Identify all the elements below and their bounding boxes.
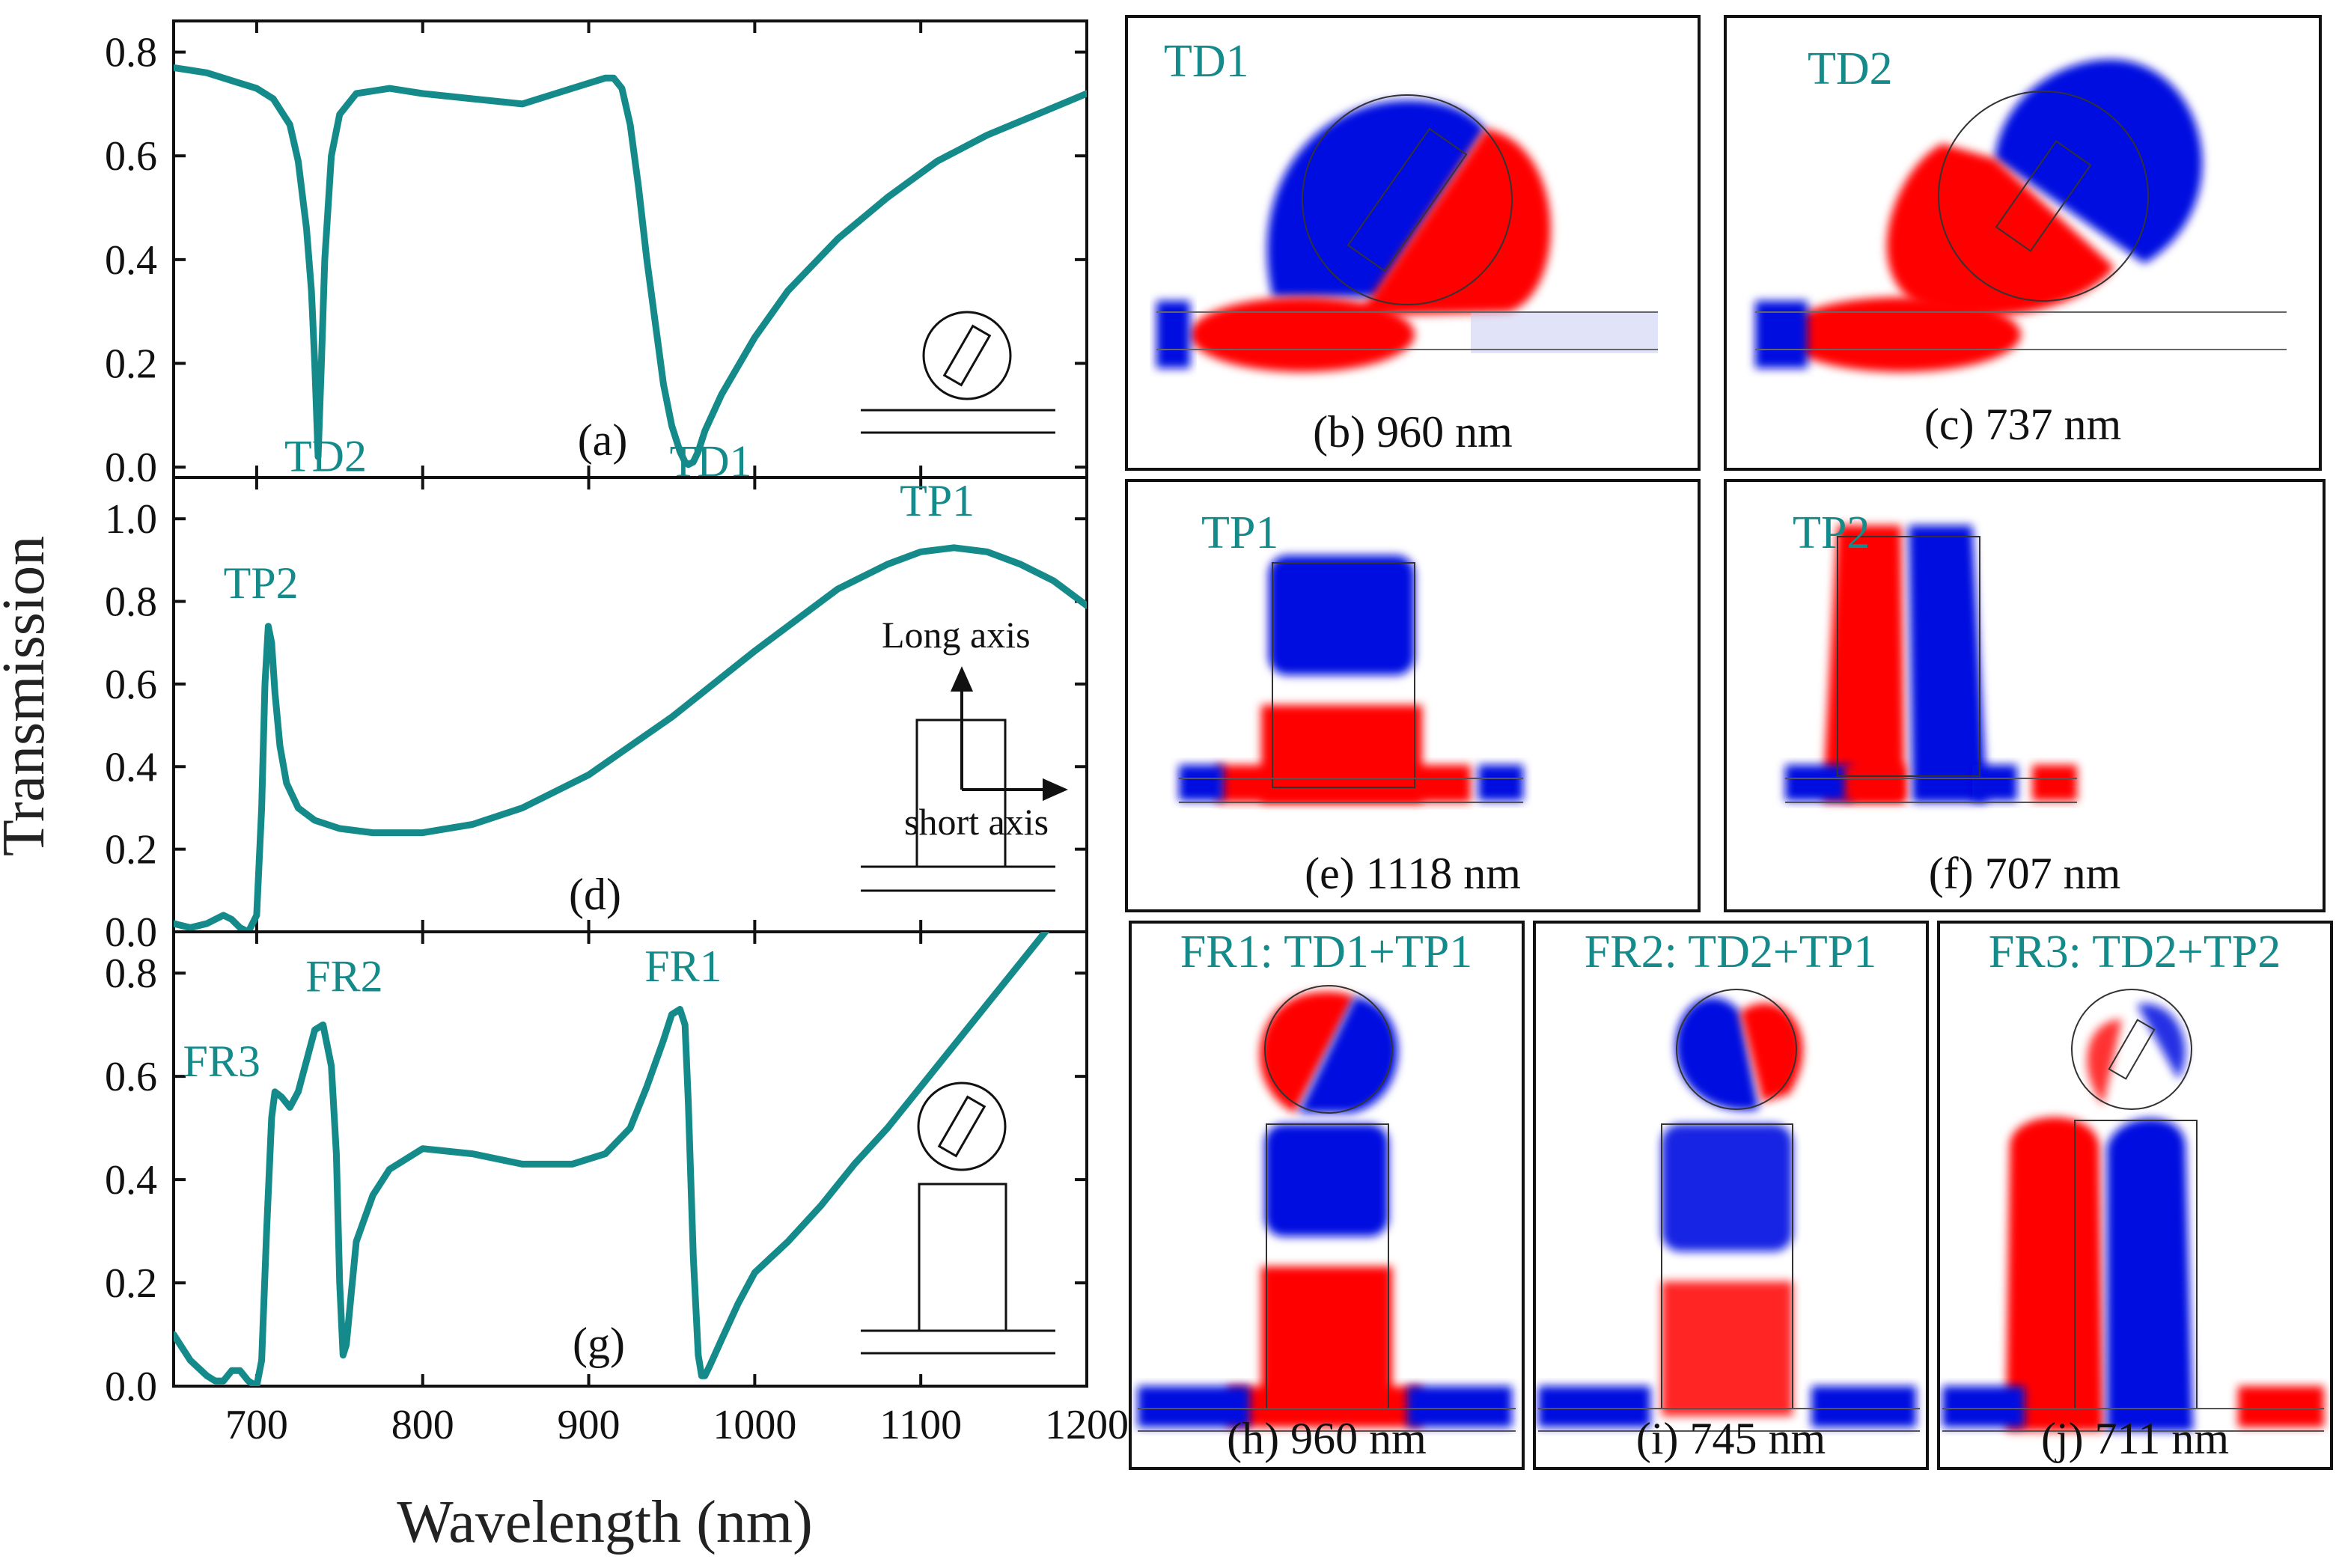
peak-label-fr3: FR3 — [183, 1037, 260, 1086]
y-tick-label: 0.2 — [105, 341, 157, 388]
inset-a-structure — [861, 311, 1055, 434]
y-tick-label: 0.6 — [105, 133, 157, 180]
x-tick-label: 800 — [391, 1402, 454, 1448]
field-map-b: TD1 (b) 960 nm — [1125, 15, 1701, 471]
x-tick-label: 1100 — [879, 1402, 962, 1448]
field-map-i: FR2: TD2+TP1 (i) 745 nm — [1533, 921, 1929, 1470]
field-map-h: FR1: TD1+TP1 (h) 960 nm — [1129, 921, 1525, 1470]
y-tick-label: 0.8 — [105, 579, 157, 626]
field-distribution-f — [1785, 525, 2077, 803]
inset-d-axes — [950, 666, 1068, 802]
field-map-title-c: TD2 — [1808, 43, 1893, 94]
y-tick-label: 0.8 — [105, 951, 157, 997]
x-tick-label: 1200 — [1045, 1402, 1129, 1448]
panel-label-g: (g) — [573, 1319, 625, 1368]
y-tick-label: 0.8 — [105, 30, 157, 76]
y-tick-label: 0.2 — [105, 1260, 157, 1307]
y-tick-label: 0.2 — [105, 827, 157, 873]
field-map-frame — [1125, 479, 1701, 912]
series-line-g — [174, 932, 1050, 1386]
field-map-caption-i: (i) 745 nm — [1636, 1414, 1826, 1463]
field-map-frame — [1533, 921, 1929, 1470]
panel-label-d: (d) — [569, 870, 621, 919]
field-map-frame — [1129, 921, 1525, 1470]
peak-label-tp1: TP1 — [900, 476, 975, 525]
y-tick-label: 0.0 — [105, 1364, 157, 1410]
field-map-caption-e: (e) 1118 nm — [1305, 849, 1521, 898]
field-map-title-h: FR1: TD1+TP1 — [1180, 927, 1472, 977]
field-map-title-e: TP1 — [1201, 507, 1278, 558]
y-tick-label: 0.4 — [105, 744, 157, 790]
peak-label-td2: TD2 — [284, 431, 367, 481]
field-map-frame — [1125, 15, 1701, 471]
y-tick-label: 0.0 — [105, 909, 157, 956]
y-tick-label: 0.6 — [105, 1054, 157, 1100]
x-axis-title: Wavelength (nm) — [397, 1489, 813, 1555]
y-tick-label: 0.4 — [105, 1157, 157, 1204]
y-tick-label: 0.4 — [105, 237, 157, 284]
field-map-frame — [1724, 479, 2326, 912]
y-tick-label: 0.6 — [105, 662, 157, 708]
field-distribution-e — [1179, 555, 1523, 803]
field-map-caption-f: (f) 707 nm — [1929, 849, 2121, 898]
field-map-j: FR3: TD2+TP2 (j) 711 nm — [1937, 921, 2333, 1470]
field-map-e: TP1 (e) 1118 nm — [1125, 479, 1701, 912]
field-distribution-c — [1755, 59, 2287, 372]
field-map-caption-b: (b) 960 nm — [1313, 407, 1513, 457]
series-line-a — [174, 64, 1087, 469]
chart-panel-g: 0.0 0.2 0.4 0.6 0.8 700 800 900 1000 1100 1200 FR3 F… — [105, 930, 1129, 1448]
x-tick-label: 900 — [558, 1402, 620, 1448]
field-map-title-i: FR2: TD2+TP1 — [1585, 927, 1876, 977]
field-distribution-b — [1156, 94, 1658, 372]
chart-panel-d: 0.0 0.2 0.4 0.6 0.8 1.0 TP2 TP1 (d) — [105, 476, 1088, 956]
peak-label-fr2: FR2 — [305, 952, 382, 1001]
series-line-d — [174, 544, 1087, 932]
peak-label-tp2: TP2 — [224, 558, 299, 608]
peak-label-fr1: FR1 — [644, 942, 722, 991]
y-tick-label: 0.0 — [105, 445, 157, 491]
panel-label-a: (a) — [578, 415, 628, 465]
inset-short-axis-label: short axis — [904, 801, 1049, 843]
field-map-frame — [1937, 921, 2333, 1470]
field-map-title-b: TD1 — [1164, 36, 1249, 87]
field-map-f: TP2 (f) 707 nm — [1724, 479, 2326, 912]
field-map-c: TD2 (c) 737 nm — [1724, 15, 2322, 471]
field-map-title-j: FR3: TD2+TP2 — [1989, 927, 2281, 977]
y-axis-title: Transmission — [0, 536, 57, 856]
field-distribution-i — [1538, 989, 1920, 1432]
field-distribution-j — [1942, 989, 2324, 1432]
field-map-caption-c: (c) 737 nm — [1924, 400, 2121, 449]
field-distribution-h — [1138, 985, 1516, 1432]
field-map-caption-j: (j) 711 nm — [2041, 1414, 2229, 1463]
y-tick-label: 1.0 — [105, 496, 157, 543]
field-map-frame — [1724, 15, 2322, 471]
inset-long-axis-label: Long axis — [882, 614, 1031, 656]
field-maps: TD1 (b) 960 nm TD2 (c) 737 nm TP1 (e) 1118 nm… — [1125, 15, 2333, 1470]
field-map-title-f: TP2 — [1793, 507, 1870, 558]
inset-g-structure — [861, 1082, 1055, 1355]
field-map-caption-h: (h) 960 nm — [1227, 1414, 1427, 1463]
x-tick-label: 1000 — [713, 1402, 796, 1448]
x-tick-label: 700 — [225, 1402, 288, 1448]
plot-frame-g — [172, 930, 1088, 1388]
